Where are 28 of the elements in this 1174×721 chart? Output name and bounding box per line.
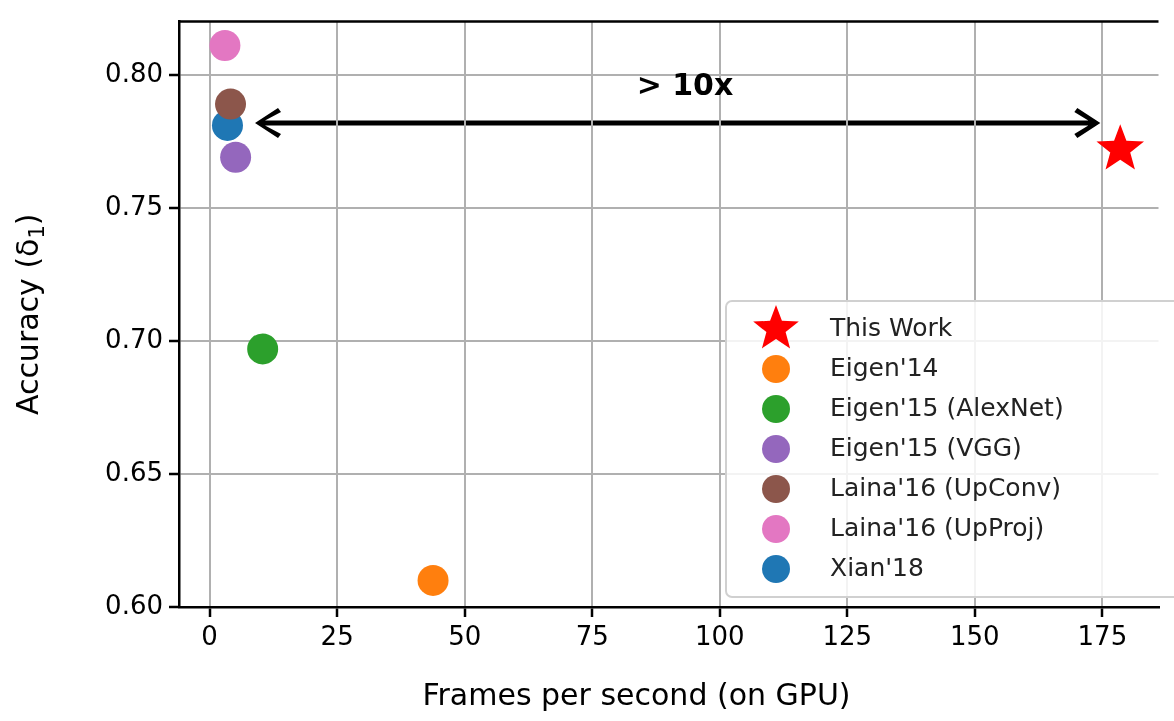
- x-tick-label: 25: [320, 621, 354, 652]
- x-tick-label: 125: [822, 621, 873, 652]
- x-tick-label: 150: [950, 621, 1000, 652]
- legend-label: Xian'18: [830, 552, 924, 582]
- legend-label: Eigen'14: [830, 352, 939, 382]
- x-tick-label: 175: [1077, 621, 1128, 652]
- y-tick-label: 0.70: [105, 323, 163, 354]
- point: [215, 88, 247, 120]
- point: [220, 141, 252, 173]
- annotation: > 10x: [636, 67, 734, 103]
- point: [247, 333, 279, 365]
- point: [209, 30, 241, 62]
- legend-label: Laina'16 (UpConv): [830, 472, 1062, 502]
- legend-label: Laina'16 (UpProj): [830, 512, 1045, 542]
- x-tick-label: 50: [448, 621, 482, 652]
- y-axis-title: Accuracy (δ1): [9, 213, 50, 416]
- x-tick-label: 0: [201, 621, 218, 652]
- legend-label: This Work: [829, 312, 953, 342]
- y-tick-label: 0.65: [105, 456, 163, 487]
- y-tick-label: 0.75: [105, 190, 163, 221]
- y-tick-label: 0.80: [105, 57, 163, 88]
- point: [417, 564, 449, 596]
- legend-label: Eigen'15 (AlexNet): [830, 392, 1064, 422]
- x-axis-title: Frames per second (on GPU): [422, 676, 851, 712]
- y-tick-label: 0.60: [105, 589, 163, 620]
- x-tick-label: 100: [694, 621, 745, 652]
- x-tick-label: 75: [575, 621, 609, 652]
- legend-label: Eigen'15 (VGG): [830, 432, 1022, 462]
